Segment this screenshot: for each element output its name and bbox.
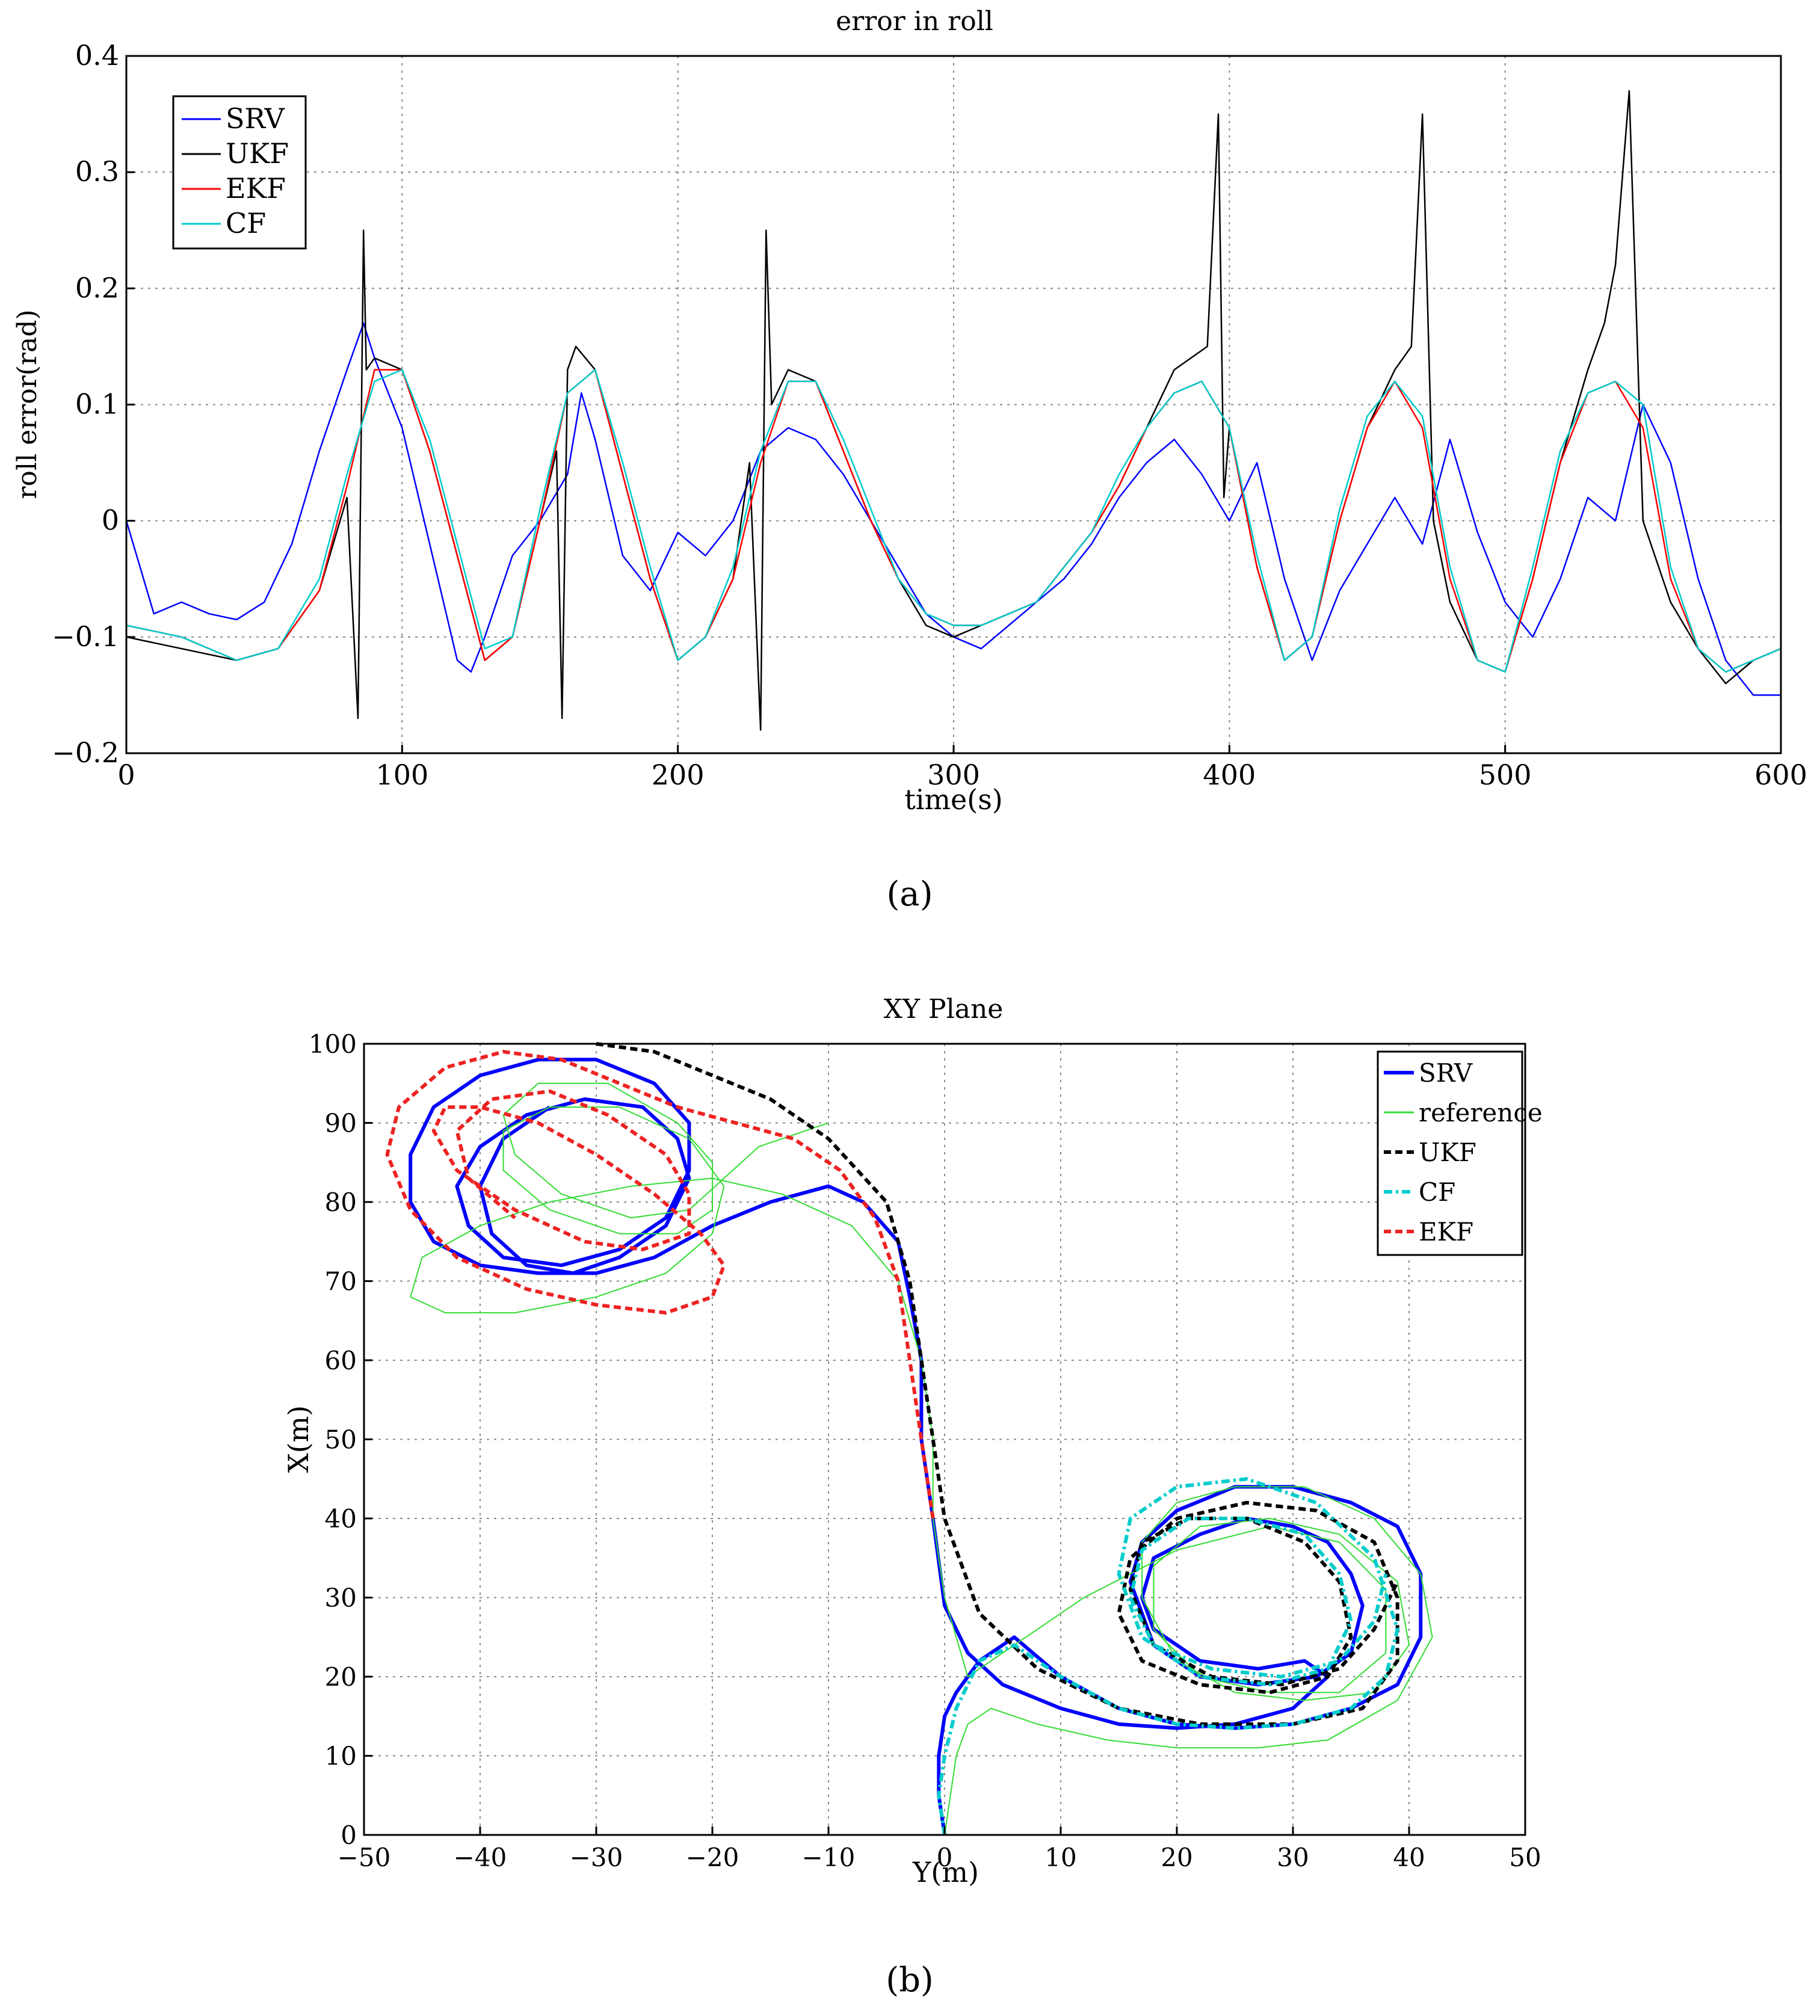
b-legend-label-reference: reference [1419, 1098, 1543, 1127]
chart-b-legend-box [1377, 1050, 1523, 1256]
b-ytick-label: 90 [325, 1109, 357, 1138]
a-ytick-label: −0.1 [52, 620, 119, 653]
chart-a-grid [126, 56, 1781, 753]
b-xtick-label: 50 [1509, 1843, 1541, 1872]
a-legend-label-ekf: EKF [226, 172, 286, 205]
a-xtick-label: 0 [117, 759, 135, 791]
chart-a-caption: (a) [886, 875, 933, 914]
b-series-cf-line [937, 1477, 1399, 1836]
chart-b-xlabel: Y(m) [912, 1856, 979, 1888]
b-ytick-label: 60 [325, 1346, 357, 1375]
b-ytick-label: 50 [325, 1425, 357, 1455]
a-legend-label-ukf: UKF [226, 137, 289, 170]
b-ytick-label: 10 [325, 1742, 357, 1771]
chart-b-ylabel: X(m) [282, 1405, 315, 1473]
b-legend-label-srv: SRV [1419, 1058, 1473, 1088]
b-xtick-label: −30 [570, 1843, 623, 1872]
a-xtick-label: 400 [1203, 759, 1256, 791]
b-xtick-label: 10 [1044, 1843, 1076, 1872]
b-ytick-label: 100 [309, 1029, 357, 1059]
chart-a-xlabel: time(s) [904, 783, 1003, 816]
a-series-cf-line [126, 369, 1781, 673]
a-ytick-label: 0 [102, 504, 119, 537]
b-xtick-label: 20 [1161, 1843, 1192, 1872]
a-xtick-label: 500 [1479, 759, 1532, 791]
a-xtick-label: 100 [375, 759, 428, 791]
b-series-ukf-line [596, 1042, 1399, 1726]
a-xtick-label: 300 [927, 759, 980, 791]
a-ytick-label: 0.2 [75, 271, 119, 304]
b-xtick-label: 30 [1277, 1843, 1309, 1872]
b-legend-label-ekf: EKF [1419, 1217, 1473, 1247]
b-ytick-label: 70 [325, 1267, 357, 1296]
b-series-ekf-line [385, 1050, 935, 1519]
a-series-srv-line [125, 322, 1781, 696]
chart-b-legend: SRV reference UKF CF EKF [1377, 1050, 1543, 1256]
chart-b-ticks: −50 −40 −30 −20 −10 0 10 20 30 40 50 0 10 20 30 40 50 60 7… [309, 1029, 1541, 1872]
b-legend-label-cf: CF [1419, 1177, 1455, 1207]
b-xtick-label: 0 [937, 1843, 953, 1872]
a-ytick-label: 0.1 [75, 388, 119, 421]
chart-a-series-group [125, 90, 1781, 731]
b-ytick-label: 30 [325, 1583, 357, 1613]
b-series-reference-line [410, 1082, 1433, 1836]
a-legend-label-srv: SRV [226, 102, 285, 135]
chart-b-series-group [385, 1042, 1433, 1836]
b-ytick-label: 80 [325, 1188, 357, 1217]
b-xtick-label: −50 [338, 1843, 391, 1872]
b-xtick-label: 40 [1393, 1843, 1425, 1872]
chart-b: XY Plane −50 −40 −30 −20 −10 0 10 20 30 40 50 0 10 20… [282, 994, 1543, 2000]
chart-b-caption: (b) [886, 1961, 934, 2000]
chart-a-title: error in roll [836, 6, 993, 37]
chart-a: error in roll 0 100 200 300 400 500 600 −0.2 −0.… [12, 6, 1807, 914]
b-series-srv-line [409, 1058, 1423, 1836]
b-xtick-label: −10 [802, 1843, 856, 1872]
a-xtick-label: 600 [1754, 759, 1807, 791]
b-ytick-label: 20 [325, 1662, 357, 1692]
b-legend-label-ukf: UKF [1419, 1138, 1476, 1167]
b-ytick-label: 40 [325, 1504, 357, 1534]
a-legend-label-cf: CF [226, 207, 266, 239]
chart-a-ticks: 0 100 200 300 400 500 600 −0.2 −0.1 0 0.1 0.2 0.3 0.4 [52, 39, 1807, 791]
b-ytick-label: 0 [341, 1820, 357, 1850]
a-xtick-label: 200 [652, 759, 705, 791]
a-ytick-label: 0.3 [75, 155, 119, 188]
chart-b-title: XY Plane [884, 994, 1004, 1025]
a-ytick-label: 0.4 [75, 39, 119, 72]
b-xtick-label: −40 [454, 1843, 507, 1872]
b-xtick-label: −20 [686, 1843, 739, 1872]
chart-a-ylabel: roll error(rad) [12, 309, 43, 499]
a-ytick-label: −0.2 [52, 736, 119, 769]
